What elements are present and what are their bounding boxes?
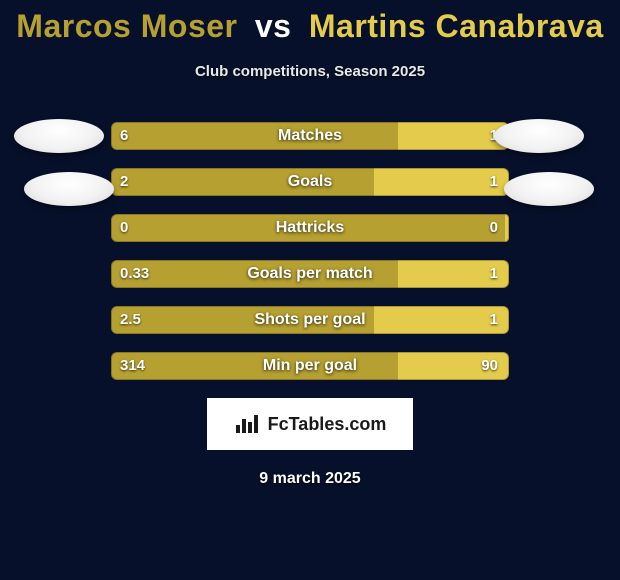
bar-track	[111, 214, 509, 242]
player-avatar	[494, 119, 584, 153]
value-right: 1	[490, 306, 498, 334]
date-label: 9 march 2025	[0, 470, 620, 488]
stat-row: 31490Min per goal	[0, 352, 620, 380]
player-avatar	[24, 172, 114, 206]
value-left: 0.33	[120, 260, 149, 288]
bar-left	[111, 168, 374, 196]
stat-row: 00Hattricks	[0, 214, 620, 242]
bar-track	[111, 352, 509, 380]
logo-text: FcTables.com	[268, 414, 387, 435]
subtitle: Club competitions, Season 2025	[0, 63, 620, 80]
player-avatar	[504, 172, 594, 206]
value-left: 314	[120, 352, 145, 380]
bar-track	[111, 122, 509, 150]
stat-row: 0.331Goals per match	[0, 260, 620, 288]
value-left: 6	[120, 122, 128, 150]
bar-left	[111, 306, 374, 334]
bar-track	[111, 168, 509, 196]
player1-name: Marcos Moser	[16, 8, 237, 44]
stats-chart: 61Matches21Goals00Hattricks0.331Goals pe…	[0, 122, 620, 380]
value-left: 2.5	[120, 306, 141, 334]
value-right: 90	[481, 352, 498, 380]
bar-left	[111, 122, 398, 150]
bar-chart-icon	[234, 413, 262, 435]
bar-left	[111, 352, 398, 380]
bar-left	[111, 260, 398, 288]
value-left: 2	[120, 168, 128, 196]
bar-track	[111, 260, 509, 288]
bar-track	[111, 306, 509, 334]
value-right: 0	[490, 214, 498, 242]
bar-left	[111, 214, 505, 242]
value-right: 1	[490, 168, 498, 196]
stat-row: 2.51Shots per goal	[0, 306, 620, 334]
comparison-title: Marcos Moser vs Martins Canabrava	[0, 0, 620, 45]
bar-right	[505, 214, 509, 242]
vs-separator: vs	[255, 8, 292, 44]
player2-name: Martins Canabrava	[309, 8, 604, 44]
player-avatar	[14, 119, 104, 153]
value-left: 0	[120, 214, 128, 242]
value-right: 1	[490, 260, 498, 288]
fctables-logo[interactable]: FcTables.com	[207, 398, 413, 450]
